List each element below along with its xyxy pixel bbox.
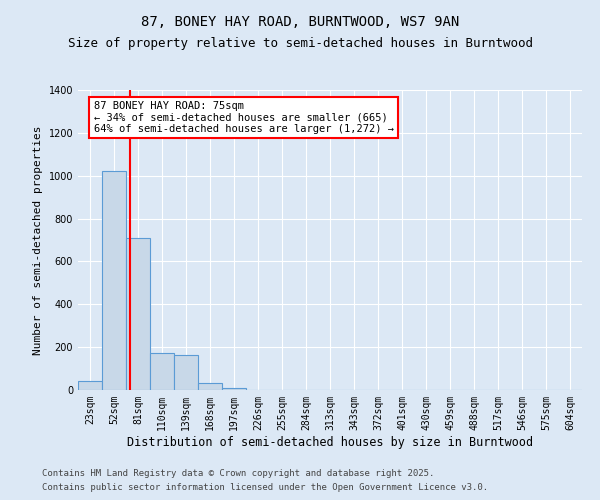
Text: Contains public sector information licensed under the Open Government Licence v3: Contains public sector information licen… xyxy=(42,484,488,492)
Text: 87 BONEY HAY ROAD: 75sqm
← 34% of semi-detached houses are smaller (665)
64% of : 87 BONEY HAY ROAD: 75sqm ← 34% of semi-d… xyxy=(94,100,394,134)
Bar xyxy=(102,172,126,390)
Text: Size of property relative to semi-detached houses in Burntwood: Size of property relative to semi-detach… xyxy=(67,38,533,51)
Bar xyxy=(198,382,222,390)
X-axis label: Distribution of semi-detached houses by size in Burntwood: Distribution of semi-detached houses by … xyxy=(127,436,533,448)
Bar xyxy=(126,238,150,390)
Bar xyxy=(78,382,102,390)
Text: Contains HM Land Registry data © Crown copyright and database right 2025.: Contains HM Land Registry data © Crown c… xyxy=(42,468,434,477)
Y-axis label: Number of semi-detached properties: Number of semi-detached properties xyxy=(33,125,43,355)
Bar xyxy=(150,352,174,390)
Bar xyxy=(222,388,246,390)
Text: 87, BONEY HAY ROAD, BURNTWOOD, WS7 9AN: 87, BONEY HAY ROAD, BURNTWOOD, WS7 9AN xyxy=(141,15,459,29)
Bar xyxy=(174,354,198,390)
